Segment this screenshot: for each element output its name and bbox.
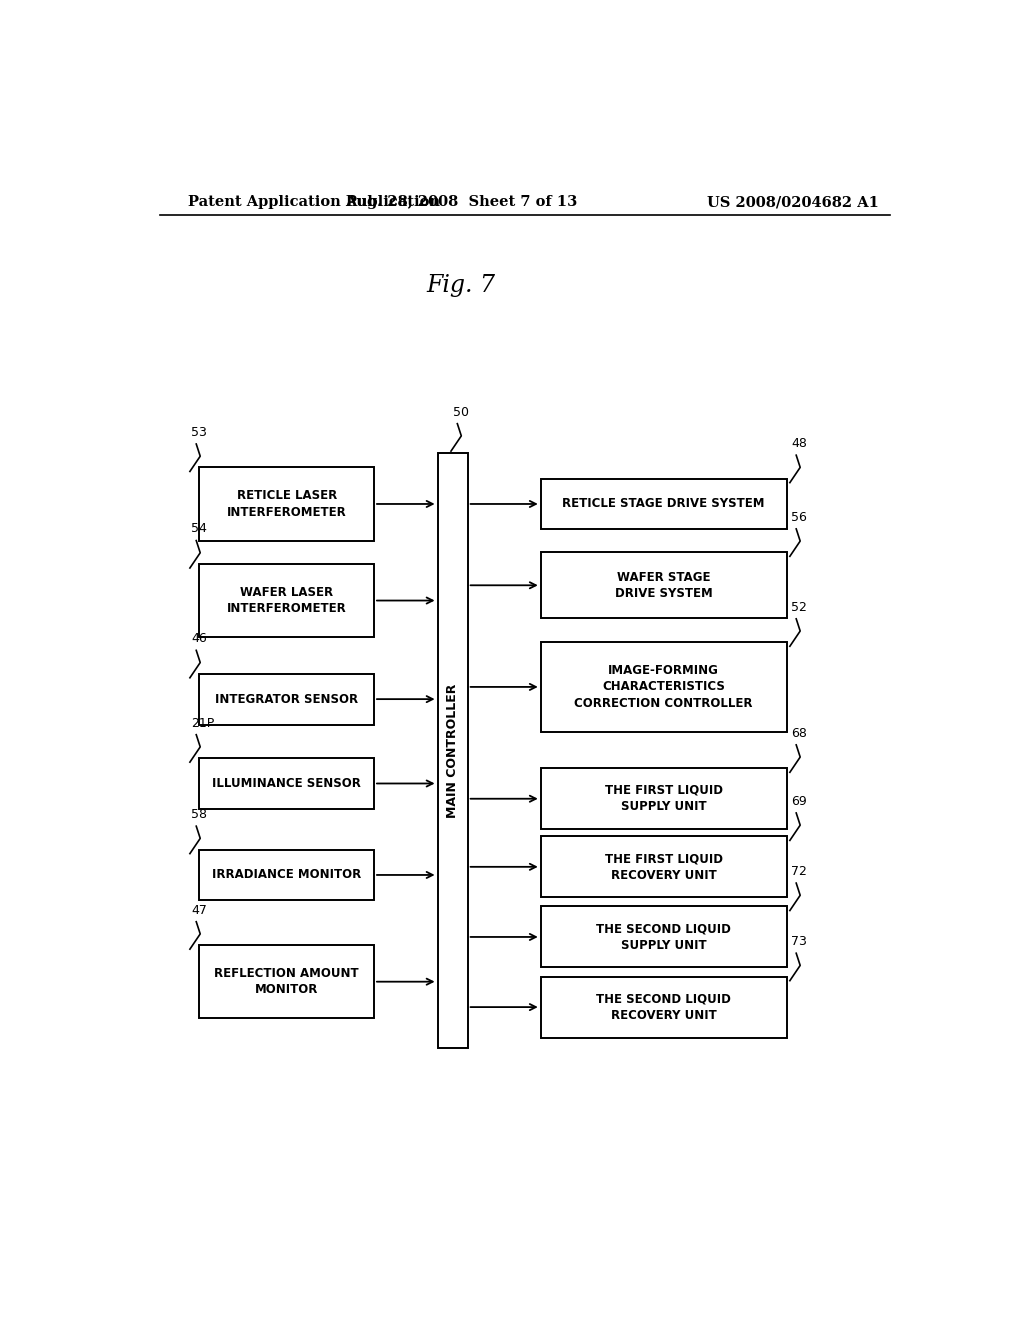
Text: ILLUMINANCE SENSOR: ILLUMINANCE SENSOR (212, 777, 361, 789)
FancyBboxPatch shape (200, 850, 374, 900)
FancyBboxPatch shape (541, 643, 786, 731)
FancyBboxPatch shape (200, 673, 374, 725)
Text: 47: 47 (191, 904, 208, 916)
FancyBboxPatch shape (541, 977, 786, 1038)
Text: MAIN CONTROLLER: MAIN CONTROLLER (446, 684, 459, 817)
FancyBboxPatch shape (437, 453, 468, 1048)
Text: 68: 68 (792, 727, 807, 739)
Text: RETICLE STAGE DRIVE SYSTEM: RETICLE STAGE DRIVE SYSTEM (562, 498, 765, 511)
Text: 58: 58 (191, 808, 208, 821)
Text: 69: 69 (792, 795, 807, 808)
Text: THE FIRST LIQUID
SUPPLY UNIT: THE FIRST LIQUID SUPPLY UNIT (605, 784, 723, 813)
FancyBboxPatch shape (200, 467, 374, 541)
FancyBboxPatch shape (200, 758, 374, 809)
FancyBboxPatch shape (541, 768, 786, 829)
Text: 48: 48 (792, 437, 807, 450)
Text: 73: 73 (792, 935, 807, 948)
Text: 52: 52 (792, 601, 807, 614)
Text: Fig. 7: Fig. 7 (427, 275, 496, 297)
Text: 50: 50 (453, 405, 469, 418)
FancyBboxPatch shape (200, 945, 374, 1018)
Text: WAFER STAGE
DRIVE SYSTEM: WAFER STAGE DRIVE SYSTEM (614, 570, 713, 601)
FancyBboxPatch shape (541, 552, 786, 618)
Text: INTEGRATOR SENSOR: INTEGRATOR SENSOR (215, 693, 358, 706)
FancyBboxPatch shape (541, 837, 786, 898)
Text: Aug. 28, 2008  Sheet 7 of 13: Aug. 28, 2008 Sheet 7 of 13 (345, 195, 578, 209)
Text: IMAGE-FORMING
CHARACTERISTICS
CORRECTION CONTROLLER: IMAGE-FORMING CHARACTERISTICS CORRECTION… (574, 664, 753, 710)
Text: REFLECTION AMOUNT
MONITOR: REFLECTION AMOUNT MONITOR (214, 968, 359, 997)
Text: IRRADIANCE MONITOR: IRRADIANCE MONITOR (212, 869, 361, 882)
Text: RETICLE LASER
INTERFEROMETER: RETICLE LASER INTERFEROMETER (227, 490, 346, 519)
Text: 56: 56 (792, 511, 807, 524)
Text: THE SECOND LIQUID
RECOVERY UNIT: THE SECOND LIQUID RECOVERY UNIT (596, 993, 731, 1022)
FancyBboxPatch shape (200, 564, 374, 638)
Text: US 2008/0204682 A1: US 2008/0204682 A1 (708, 195, 880, 209)
Text: 21P: 21P (191, 717, 215, 730)
FancyBboxPatch shape (541, 479, 786, 529)
Text: 53: 53 (191, 426, 208, 440)
Text: THE SECOND LIQUID
SUPPLY UNIT: THE SECOND LIQUID SUPPLY UNIT (596, 923, 731, 952)
Text: 72: 72 (792, 865, 807, 878)
Text: THE FIRST LIQUID
RECOVERY UNIT: THE FIRST LIQUID RECOVERY UNIT (605, 853, 723, 882)
Text: 54: 54 (191, 523, 208, 536)
FancyBboxPatch shape (541, 907, 786, 968)
Text: 46: 46 (191, 632, 207, 645)
Text: WAFER LASER
INTERFEROMETER: WAFER LASER INTERFEROMETER (227, 586, 346, 615)
Text: Patent Application Publication: Patent Application Publication (187, 195, 439, 209)
